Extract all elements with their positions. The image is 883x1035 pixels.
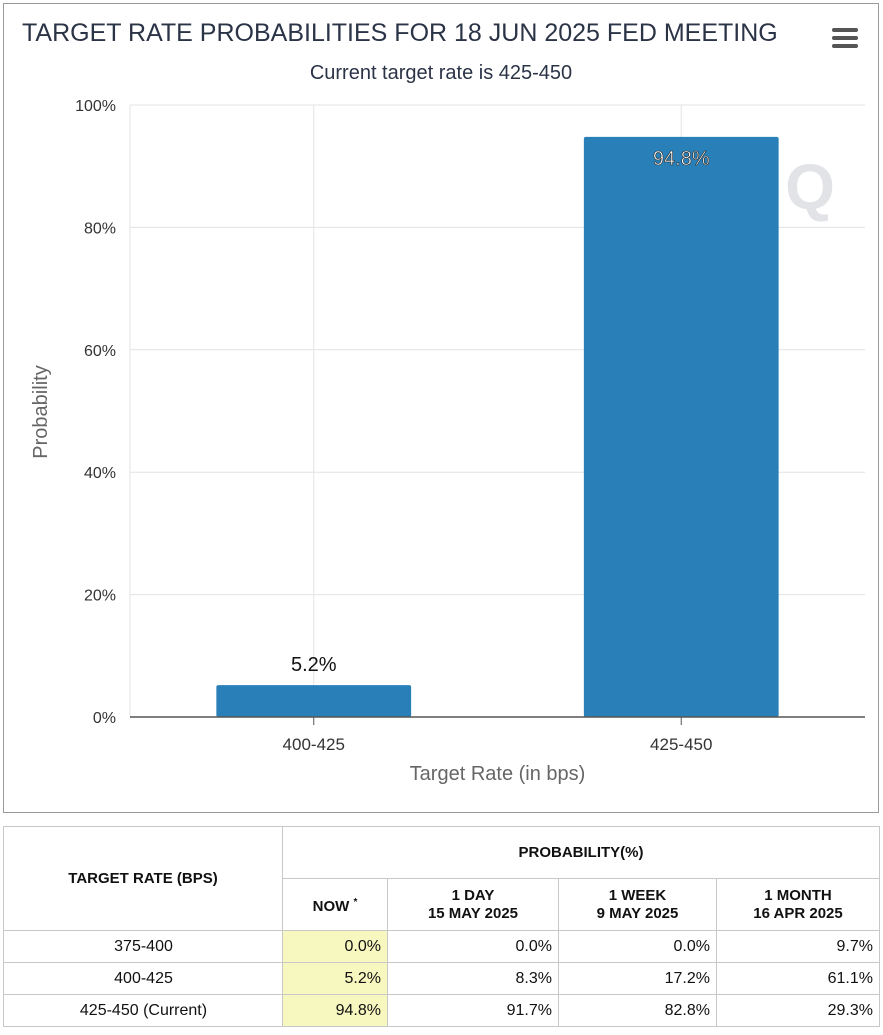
bar-chart: 0% 20% 40% 60% 80% 100% Q 5.2% 400-425 94.8% 425-4… — [30, 98, 865, 785]
rate-cell: 425-450 (Current) — [3, 994, 283, 1027]
one-week-cell: 82.8% — [558, 994, 717, 1027]
one-month-cell: 9.7% — [716, 930, 880, 963]
table-row: 375-400 0.0% 0.0% 0.0% 9.7% — [3, 930, 880, 963]
watermark-logo-icon: Q — [785, 151, 835, 223]
y-tick-label: 80% — [84, 220, 116, 237]
hamburger-menu-icon[interactable] — [830, 28, 860, 54]
chart-title: TARGET RATE PROBABILITIES FOR 18 JUN 202… — [22, 19, 778, 47]
x-tick-label: 400-425 — [283, 735, 345, 754]
data-label: 94.8% — [653, 148, 710, 170]
x-tick-label: 425-450 — [650, 735, 712, 754]
one-day-cell: 0.0% — [387, 930, 559, 963]
one-week-cell: 17.2% — [558, 962, 717, 995]
y-tick-label: 0% — [93, 710, 116, 727]
rate-cell: 375-400 — [3, 930, 283, 963]
now-cell: 5.2% — [282, 962, 388, 995]
table-row: 400-425 5.2% 8.3% 17.2% 61.1% — [3, 962, 880, 995]
y-tick-label: 100% — [75, 98, 116, 115]
y-tick-label: 20% — [84, 588, 116, 605]
y-axis-title: Probability — [30, 365, 52, 458]
chart-subtitle: Current target rate is 425-450 — [309, 62, 573, 84]
one-week-cell: 0.0% — [558, 930, 717, 963]
one-day-cell: 8.3% — [387, 962, 559, 995]
one-month-cell: 61.1% — [716, 962, 880, 995]
bar — [216, 685, 412, 717]
data-label: 5.2% — [291, 654, 337, 676]
one-month-cell: 29.3% — [716, 994, 880, 1027]
one-day-header: 1 DAY 15 MAY 2025 — [387, 878, 559, 931]
now-header: NOW * — [282, 878, 388, 931]
probability-table: TARGET RATE (BPS) PROBABILITY(%) NOW * 1… — [3, 826, 880, 1027]
rate-cell: 400-425 — [3, 962, 283, 995]
one-month-header: 1 MONTH 16 APR 2025 — [716, 878, 880, 931]
one-week-header: 1 WEEK 9 MAY 2025 — [558, 878, 717, 931]
probability-header: PROBABILITY(%) — [282, 826, 880, 879]
one-day-cell: 91.7% — [387, 994, 559, 1027]
now-cell: 94.8% — [282, 994, 388, 1027]
target-rate-header: TARGET RATE (BPS) — [3, 826, 283, 931]
x-axis-title: Target Rate (in bps) — [410, 763, 586, 785]
y-tick-label: 40% — [84, 465, 116, 482]
bar — [583, 136, 779, 718]
chart-panel: TARGET RATE PROBABILITIES FOR 18 JUN 202… — [3, 3, 879, 813]
table-row: 425-450 (Current) 94.8% 91.7% 82.8% 29.3… — [3, 994, 880, 1027]
y-tick-label: 60% — [84, 343, 116, 360]
now-cell: 0.0% — [282, 930, 388, 963]
